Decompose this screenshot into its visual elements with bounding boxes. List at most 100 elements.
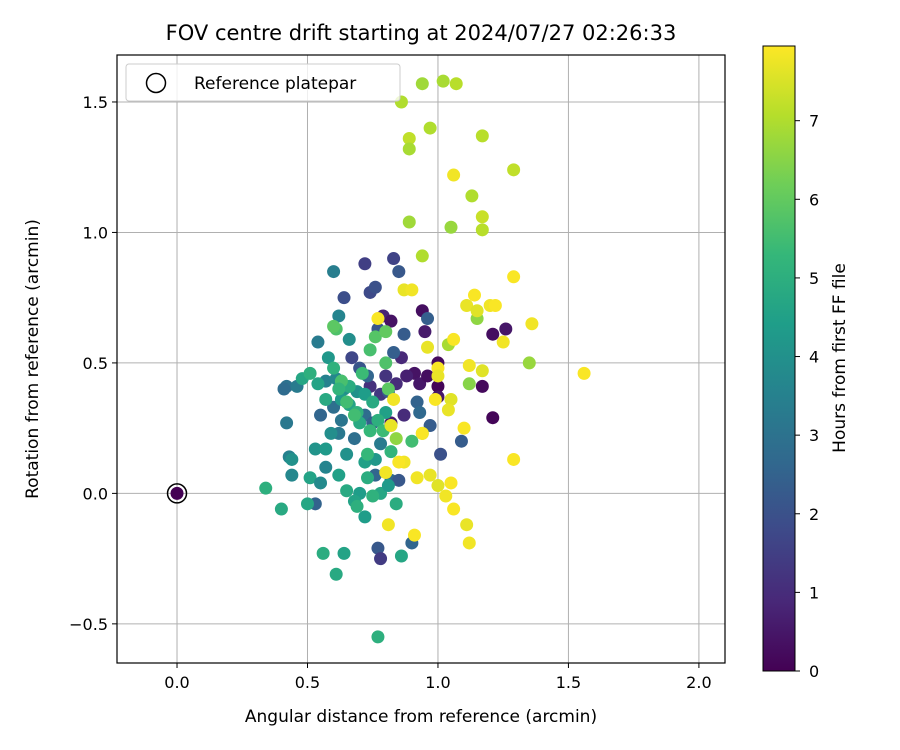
y-axis-label: Rotation from reference (arcmin): [23, 219, 43, 499]
colorbar-tick-label: 4: [809, 348, 819, 367]
data-point: [439, 489, 453, 503]
data-point: [405, 434, 419, 448]
data-point: [311, 335, 325, 349]
data-point: [397, 408, 411, 422]
legend: Reference platepar: [125, 63, 401, 102]
x-tick-label: 0.5: [295, 673, 320, 692]
data-point: [392, 473, 406, 487]
data-point: [394, 549, 408, 563]
data-point: [337, 291, 351, 305]
data-point: [259, 481, 273, 495]
data-point: [460, 299, 474, 313]
colorbar-tick-label: 0: [809, 662, 819, 681]
data-point: [507, 270, 521, 284]
data-point: [421, 369, 435, 383]
data-point: [368, 330, 382, 344]
data-point: [522, 356, 536, 370]
data-point: [358, 257, 372, 271]
y-axis-ticks: −0.5 0.0 0.5 1.0 1.5: [69, 93, 117, 634]
data-point: [415, 426, 429, 440]
data-point: [475, 210, 489, 224]
data-point: [447, 332, 461, 346]
data-point: [319, 460, 333, 474]
data-point: [392, 455, 406, 469]
data-point: [316, 546, 330, 560]
data-point: [384, 445, 398, 459]
data-point: [340, 395, 354, 409]
data-point: [355, 366, 369, 380]
data-point: [389, 432, 403, 446]
data-point: [496, 335, 510, 349]
data-point: [421, 312, 435, 326]
data-point: [444, 392, 458, 406]
data-point: [371, 413, 385, 427]
data-point: [475, 223, 489, 237]
data-point: [507, 452, 521, 466]
data-point: [347, 432, 361, 446]
chart-title: FOV centre drift starting at 2024/07/27 …: [166, 21, 677, 45]
legend-box: [125, 63, 401, 102]
data-point: [462, 377, 476, 391]
data-point: [332, 309, 346, 323]
data-point: [374, 552, 388, 566]
data-point: [470, 304, 484, 318]
data-point: [507, 163, 521, 177]
data-point: [415, 77, 429, 91]
data-point: [285, 468, 299, 482]
data-point: [387, 252, 401, 266]
y-tick-label: 0.0: [83, 484, 108, 503]
data-point: [170, 486, 184, 500]
data-point: [368, 280, 382, 294]
data-point: [361, 447, 375, 461]
data-point: [379, 325, 393, 339]
data-point: [462, 359, 476, 373]
colorbar-tick-label: 7: [809, 112, 819, 131]
data-point: [431, 369, 445, 383]
data-point: [379, 369, 393, 383]
data-point: [421, 340, 435, 354]
x-tick-label: 0.0: [164, 673, 189, 692]
data-point: [407, 528, 421, 542]
data-point: [475, 129, 489, 143]
data-point: [350, 499, 364, 513]
data-point: [327, 265, 341, 279]
colorbar: [762, 45, 796, 672]
data-point: [379, 466, 393, 480]
data-point: [423, 121, 437, 135]
data-point: [363, 343, 377, 357]
data-point: [342, 332, 356, 346]
data-point: [431, 479, 445, 493]
data-point: [415, 249, 429, 263]
data-point: [465, 189, 479, 203]
data-point: [434, 447, 448, 461]
x-axis-ticks: 0.0 0.5 1.0 1.5 2.0: [164, 663, 712, 692]
data-point: [449, 77, 463, 91]
legend-reference-marker: [145, 72, 167, 94]
data-point: [405, 283, 419, 297]
data-point: [499, 322, 513, 336]
data-point: [444, 220, 458, 234]
data-point: [402, 132, 416, 146]
data-point: [410, 395, 424, 409]
data-point: [358, 510, 372, 524]
data-point: [321, 351, 335, 365]
data-point: [525, 317, 539, 331]
data-point: [366, 489, 380, 503]
data-point: [454, 434, 468, 448]
data-point: [402, 215, 416, 229]
data-point: [379, 356, 393, 370]
data-point: [332, 382, 346, 396]
data-point: [486, 327, 500, 341]
plot-frame: [116, 54, 726, 664]
data-point: [387, 392, 401, 406]
colorbar-tick-label: 5: [809, 269, 819, 288]
data-point: [319, 392, 333, 406]
data-point: [303, 366, 317, 380]
data-point: [347, 408, 361, 422]
data-point: [371, 312, 385, 326]
colorbar-tick-label: 2: [809, 505, 819, 524]
data-point: [381, 479, 395, 493]
data-point: [418, 325, 432, 339]
y-tick-label: 1.0: [83, 223, 108, 242]
data-point: [400, 369, 414, 383]
